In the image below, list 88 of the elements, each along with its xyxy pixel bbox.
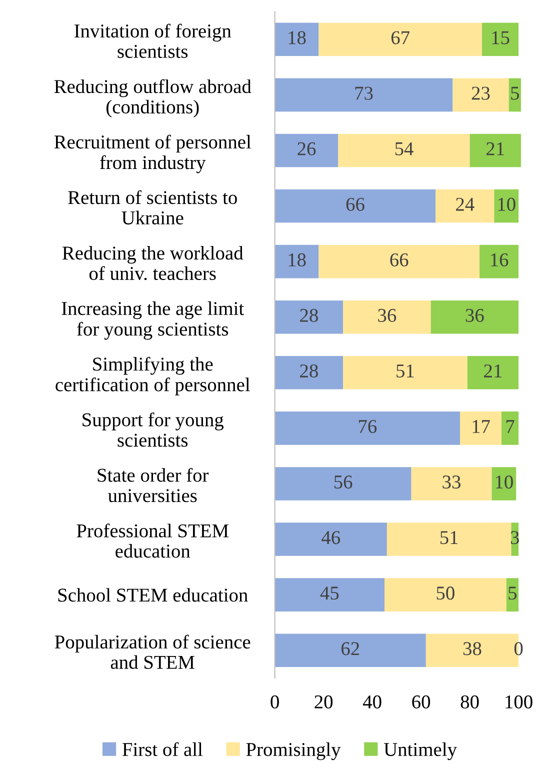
- bar: [494, 189, 519, 223]
- bar: [274, 78, 453, 112]
- bar: [274, 356, 344, 390]
- bar: [274, 22, 319, 56]
- x-tick-label: 0: [270, 695, 279, 708]
- y-tick-label: Reducing outflow abroad (conditions): [54, 79, 252, 118]
- bar: [274, 522, 387, 556]
- y-tick-label: Support for young scientists: [82, 412, 224, 447]
- data-label: 73: [355, 86, 373, 100]
- bar: [452, 78, 509, 112]
- bar: [338, 134, 470, 168]
- bar: [274, 189, 436, 223]
- bar: [492, 467, 516, 500]
- bar: [460, 412, 502, 445]
- data-label: 33: [442, 476, 460, 489]
- y-tick-label: Increasing the age limit for young scientists: [62, 301, 244, 340]
- y-tick-label: School STEM education: [58, 588, 248, 602]
- bar: [274, 300, 344, 334]
- bar: [506, 578, 519, 612]
- data-label: 23: [472, 86, 490, 100]
- y-tick-label: State order for universities: [98, 468, 209, 502]
- data-label: 36: [378, 308, 396, 322]
- data-label: 5: [508, 586, 517, 600]
- data-label: 16: [491, 253, 508, 266]
- legend-label: Untimely: [384, 742, 457, 760]
- data-label: 76: [359, 420, 377, 434]
- data-label: 21: [484, 364, 502, 378]
- data-label: 50: [436, 586, 454, 600]
- bar: [436, 189, 494, 223]
- data-label: 0: [514, 642, 523, 656]
- legend-label: Promisingly: [246, 742, 341, 760]
- bar: [274, 578, 384, 612]
- legend-label: First of all: [122, 742, 203, 756]
- data-label: 28: [300, 364, 318, 378]
- data-label: 38: [463, 642, 482, 656]
- bar: [274, 134, 338, 168]
- data-label: 45: [320, 586, 339, 600]
- y-tick-label: Recruitment of personnel from industry: [54, 134, 252, 174]
- bar: [274, 634, 426, 668]
- data-label: 67: [391, 31, 410, 44]
- data-label: 51: [440, 531, 458, 544]
- data-label: 24: [456, 198, 474, 211]
- bar: [480, 244, 519, 278]
- bar: [274, 412, 460, 445]
- x-tick-label: 60: [412, 695, 430, 708]
- y-tick-label: Reducing the workload of univ. teachers: [62, 246, 244, 280]
- data-label: 10: [496, 475, 513, 489]
- bar: [274, 467, 412, 500]
- x-tick-label: 80: [460, 695, 479, 708]
- data-label: 46: [322, 531, 340, 544]
- data-label: 36: [466, 308, 484, 322]
- y-tick-label: Invitation of foreign scientists: [74, 24, 232, 58]
- y-tick-label: Popularization of science and STEM: [54, 634, 250, 669]
- bar: [384, 578, 506, 612]
- data-label: 18: [288, 253, 306, 266]
- bar: [318, 244, 480, 278]
- x-tick-label: 40: [362, 695, 382, 708]
- data-label: 18: [288, 31, 306, 44]
- data-label: 66: [346, 198, 364, 211]
- bar: [482, 22, 519, 56]
- data-label: 15: [492, 31, 510, 44]
- data-label: 26: [298, 142, 316, 156]
- data-label: 17: [472, 420, 490, 433]
- data-label: 28: [300, 308, 318, 322]
- x-tick-label: 100: [506, 695, 532, 708]
- x-tick-label: 20: [314, 695, 333, 708]
- data-label: 62: [341, 642, 360, 656]
- data-label: 5: [511, 86, 519, 100]
- data-label: 10: [498, 198, 516, 211]
- bar: [343, 300, 431, 334]
- bar: [274, 244, 319, 278]
- bar: [343, 356, 468, 390]
- data-label: 56: [334, 476, 352, 489]
- data-label: 54: [395, 142, 414, 156]
- data-label: 7: [506, 420, 514, 433]
- data-label: 51: [396, 364, 414, 378]
- bar: [501, 412, 519, 445]
- y-tick-label: Professional STEM education: [76, 524, 228, 558]
- bar: [467, 356, 519, 390]
- y-tick-label: Return of scientists to Ukraine: [68, 190, 237, 224]
- bar: [411, 467, 492, 500]
- data-label: 66: [390, 253, 408, 266]
- data-label: 21: [486, 142, 504, 156]
- bar: [430, 300, 519, 334]
- bar: [318, 22, 482, 56]
- y-tick-label: Simplifying the certification of personnel: [56, 356, 250, 396]
- bar: [386, 522, 512, 556]
- bar: [470, 134, 521, 168]
